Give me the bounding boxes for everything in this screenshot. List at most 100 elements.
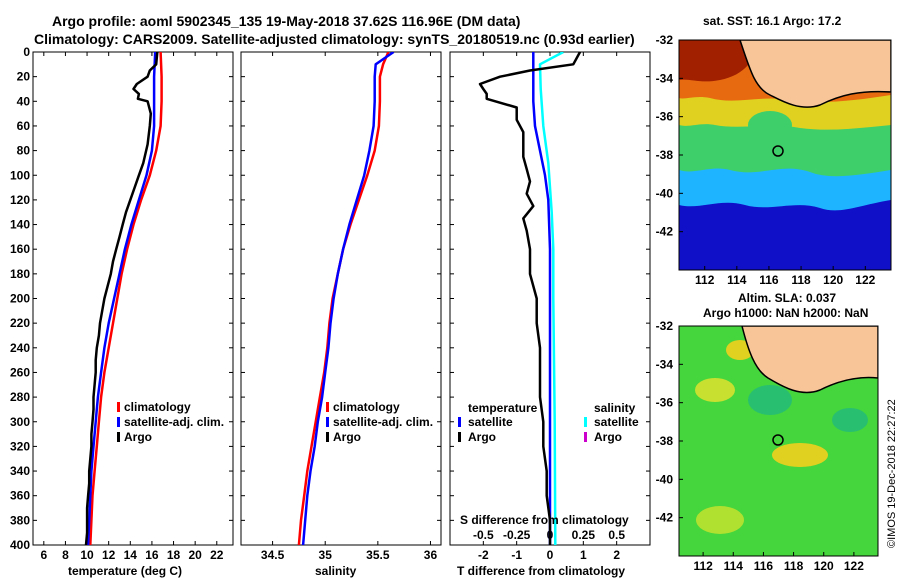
salinity-xlabel: salinity — [315, 564, 357, 578]
depth-tick-label: 280 — [10, 390, 30, 404]
x-tick-label: -1 — [511, 548, 522, 562]
depth-tick-label: 240 — [10, 341, 30, 355]
map-lat-label: -42 — [656, 225, 674, 239]
x-tick-label: 20 — [188, 548, 202, 562]
sla-map-ticks: -32 -34 -36 -38 -40 -42 112 114 116 118 120 122 — [656, 319, 865, 573]
salinity-x-ticks: 34.5 35 35.5 36 — [261, 52, 438, 562]
legend-swatch-satellite — [117, 417, 120, 427]
legend-argo: Argo — [124, 430, 152, 444]
depth-tick-label: 380 — [10, 513, 30, 527]
sst-map-ticks: -32 -34 -36 -38 -40 -42 112 114 116 118 120 122 — [656, 33, 876, 287]
legend-climatology: climatology — [333, 400, 400, 414]
s-diff-tick-label: 0.5 — [608, 528, 625, 542]
series-line-satellite-adj-clim- — [301, 52, 395, 545]
x-tick-label: 2 — [613, 548, 620, 562]
depth-tick-label: 60 — [17, 119, 31, 133]
x-tick-label: 22 — [210, 548, 224, 562]
map-lon-label: 120 — [823, 273, 843, 287]
sla-blob — [696, 506, 744, 534]
map-lon-label: 112 — [695, 273, 715, 287]
x-tick-label: 0 — [547, 548, 554, 562]
footer-timestamp: ©IMOS 19-Dec-2018 22:27:22 — [886, 399, 898, 548]
sst-eddy — [782, 180, 818, 200]
map-lat-label: -32 — [656, 33, 674, 47]
map-lat-label: -32 — [656, 319, 674, 333]
figure-title-line2: Climatology: CARS2009. Satellite-adjuste… — [34, 31, 635, 47]
map-lon-label: 116 — [759, 273, 779, 287]
legend-satellite: satellite-adj. clim. — [333, 415, 433, 429]
legend-s-satellite: satellite — [594, 415, 639, 429]
difference-x-ticks: -2 -1 0 1 2 — [478, 52, 620, 562]
map-lon-label: 122 — [844, 559, 864, 573]
depth-tick-label: 220 — [10, 316, 30, 330]
legend-swatch-t-satellite — [458, 417, 461, 427]
x-tick-label: 35.5 — [366, 548, 390, 562]
map-lat-label: -40 — [656, 472, 674, 486]
legend-climatology: climatology — [124, 400, 191, 414]
legend-swatch-s-argo — [584, 432, 587, 442]
series-line-argo-t-diff — [478, 52, 582, 545]
depth-axis: 0 20 40 60 80 100 120 140 160 180 200 220 240 260 280 3… — [10, 45, 650, 552]
legend-swatch-argo — [117, 432, 120, 442]
difference-series — [478, 52, 582, 545]
x-tick-label: 36 — [424, 548, 438, 562]
depth-tick-label: 40 — [17, 94, 31, 108]
depth-tick-label: 140 — [10, 218, 30, 232]
sst-eddy — [748, 111, 792, 139]
depth-tick-label: 200 — [10, 292, 30, 306]
depth-tick-label: 120 — [10, 193, 30, 207]
difference-secondary-xlabel: S difference from climatology — [460, 513, 629, 527]
map-lat-label: -38 — [656, 434, 674, 448]
series-line-climatology — [89, 52, 163, 545]
map-lat-label: -34 — [656, 71, 674, 85]
temperature-series — [84, 52, 163, 545]
legend-argo: Argo — [333, 430, 361, 444]
x-tick-label: -2 — [478, 548, 489, 562]
map-lon-label: 122 — [855, 273, 875, 287]
map-lon-label: 114 — [724, 559, 744, 573]
map-lon-label: 118 — [784, 559, 804, 573]
difference-legend: temperature satellite Argo salinity sate… — [458, 401, 639, 444]
map-lon-label: 112 — [693, 559, 713, 573]
s-diff-tick-label: -0.5 — [473, 528, 494, 542]
depth-tick-label: 160 — [10, 242, 30, 256]
temperature-legend: climatology satellite-adj. clim. Argo — [117, 400, 224, 444]
depth-tick-label: 360 — [10, 489, 30, 503]
depth-tick-label: 180 — [10, 267, 30, 281]
sla-map-header2: Argo h1000: NaN h2000: NaN — [703, 306, 868, 320]
map-lat-label: -36 — [656, 396, 674, 410]
sla-argo-marker — [772, 434, 784, 446]
legend-t-satellite: satellite — [468, 415, 513, 429]
depth-tick-label: 320 — [10, 439, 30, 453]
depth-tick-label: 300 — [10, 415, 30, 429]
temperature-panel — [32, 51, 234, 546]
series-line-salinity-satellite — [538, 52, 564, 545]
map-lon-label: 120 — [814, 559, 834, 573]
x-tick-label: 16 — [145, 548, 159, 562]
temperature-xlabel: temperature (deg C) — [68, 564, 182, 578]
map-lon-label: 116 — [754, 559, 774, 573]
s-diff-tick-label: 0.25 — [572, 528, 596, 542]
x-tick-label: 1 — [580, 548, 587, 562]
legend-swatch-s-satellite — [584, 417, 587, 427]
legend-swatch-satellite — [326, 417, 329, 427]
sst-map — [679, 40, 891, 270]
depth-tick-label: 100 — [10, 168, 30, 182]
depth-tick-label: 340 — [10, 464, 30, 478]
x-tick-label: 34.5 — [261, 548, 285, 562]
depth-tick-label: 260 — [10, 365, 30, 379]
x-tick-label: 8 — [62, 548, 69, 562]
legend-temperature-title: temperature — [468, 401, 538, 415]
legend-swatch-t-argo — [458, 432, 461, 442]
x-tick-label: 12 — [102, 548, 116, 562]
map-lat-label: -42 — [656, 511, 674, 525]
x-tick-label: 14 — [124, 548, 138, 562]
temperature-x-ticks: 6 8 10 12 14 16 18 20 22 — [40, 52, 224, 562]
s-diff-tick-label: -0.25 — [503, 528, 531, 542]
sla-map-header1: Altim. SLA: 0.037 — [738, 291, 836, 305]
legend-t-argo: Argo — [468, 430, 496, 444]
sla-land — [741, 326, 878, 394]
sla-blob — [832, 408, 868, 432]
series-line-temperature-satellite — [532, 52, 552, 545]
